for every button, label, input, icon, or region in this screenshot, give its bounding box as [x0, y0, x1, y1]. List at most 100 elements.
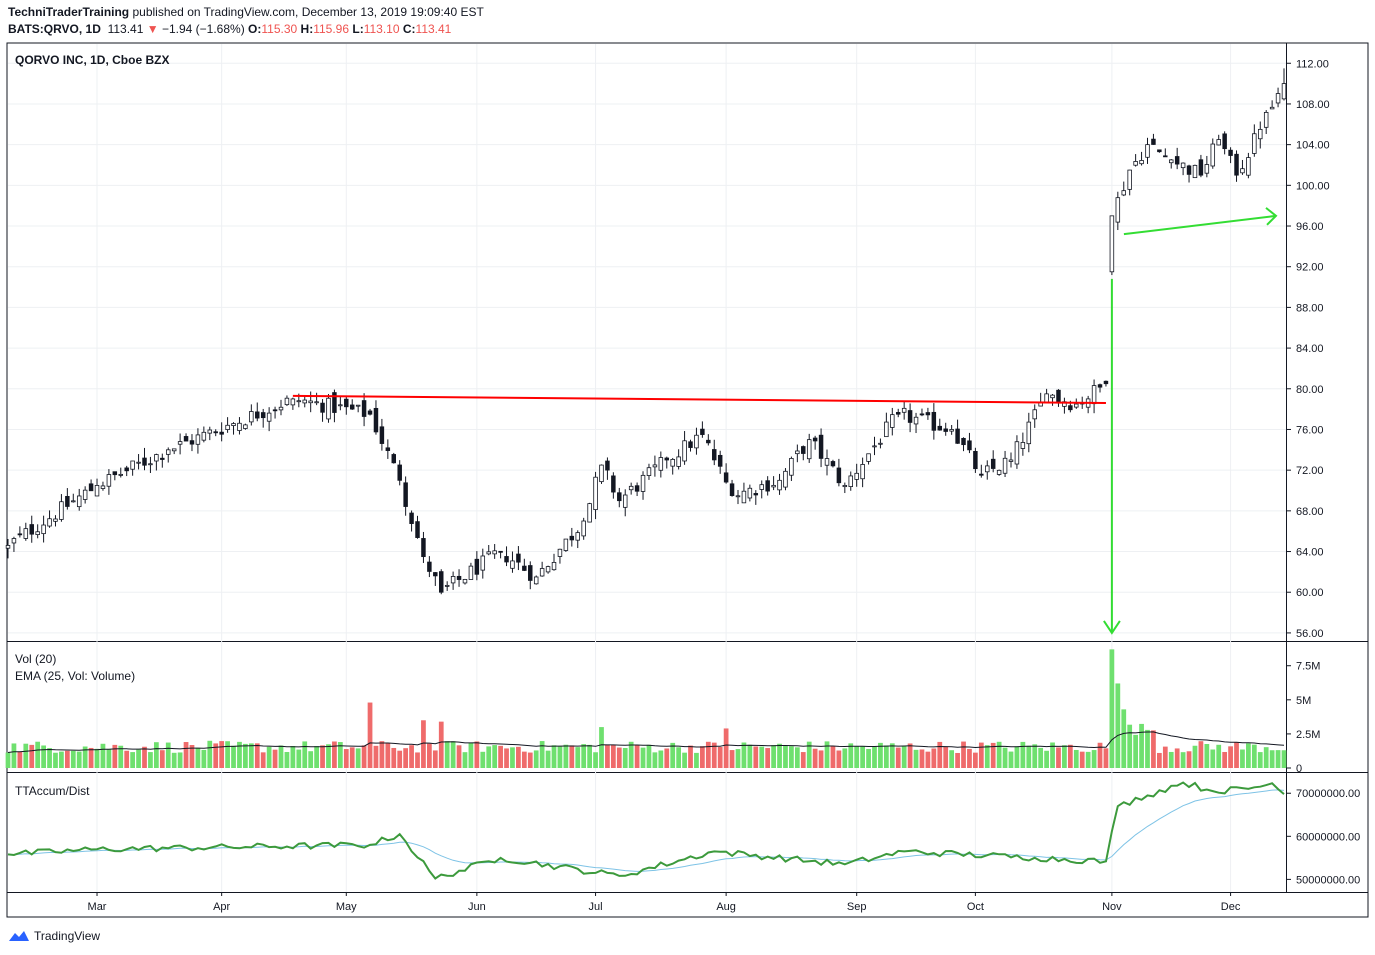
candle-body [581, 520, 586, 537]
candle-body [1222, 133, 1227, 150]
candle-body [237, 422, 242, 431]
symbol-line: BATS:QRVO, 1D 113.41 ▼ −1.94 (−1.68%) O:… [8, 22, 451, 36]
volume-bar [5, 752, 11, 768]
volume-bar [919, 749, 925, 768]
volume-tick-label: 0 [1296, 763, 1302, 775]
candle-body [177, 441, 183, 445]
volume-bar [1228, 746, 1233, 768]
candle-body [1151, 138, 1156, 145]
volume-bar [1263, 747, 1269, 768]
candle-body [106, 474, 112, 487]
candle-body [1109, 215, 1115, 273]
candle-body [403, 482, 408, 507]
volume-bar [195, 747, 201, 768]
volume-bar [1180, 752, 1186, 768]
candle-body [183, 436, 189, 442]
tradingview-footer[interactable]: TradingView [8, 929, 100, 943]
candle-body [860, 464, 865, 480]
volume-bar [824, 741, 830, 768]
volume-bar [705, 741, 711, 768]
candle-body [486, 551, 491, 555]
candle-body [931, 411, 937, 431]
volume-bar [237, 741, 242, 768]
volume-bar [741, 742, 747, 768]
volume-bar [47, 748, 52, 768]
volume-bar [913, 749, 919, 768]
volume-bar [806, 741, 812, 768]
candle-body [225, 424, 230, 430]
breakout-arrow-head [1103, 620, 1121, 635]
candle-body [961, 437, 966, 446]
volume-bar [355, 748, 361, 768]
volume-bar [17, 751, 23, 768]
volume-bar [1062, 745, 1067, 768]
volume-bar [1115, 683, 1121, 768]
volume-bar [94, 748, 100, 768]
volume-bar [201, 749, 207, 768]
candle-body [284, 397, 290, 406]
volume-bar [1216, 744, 1222, 768]
candle-body [35, 531, 40, 535]
volume-bar [480, 751, 486, 768]
volume-bars [5, 649, 1287, 768]
volume-bar [836, 750, 842, 768]
close-value: 113.41 [415, 22, 452, 36]
down-arrow-icon: ▼ [146, 22, 159, 36]
volume-bar [700, 746, 705, 768]
time-tick-label: Jul [589, 901, 603, 913]
candle-body [160, 457, 165, 460]
brand-label: TradingView [34, 929, 101, 943]
candle-body [23, 528, 29, 539]
volume-bar [1281, 750, 1287, 768]
candle-body [1127, 169, 1132, 190]
candle-body [759, 484, 764, 490]
candle-body [783, 470, 788, 488]
candle-body [154, 454, 159, 462]
candle-body [260, 412, 266, 419]
candle-body [71, 500, 76, 503]
volume-bar [593, 752, 598, 768]
candle-body [415, 521, 420, 538]
last-price: 113.41 [107, 22, 144, 36]
volume-bar [189, 745, 195, 768]
volume-bar [397, 750, 403, 768]
annotations [292, 207, 1278, 635]
chart-canvas[interactable]: 112.00 108.00 104.00 100.00 96.00 92.00 88.00 8… [0, 0, 1375, 925]
candle-body [955, 428, 960, 444]
volume-bar [1038, 747, 1044, 768]
volume-bar [373, 745, 379, 768]
candle-body [308, 400, 313, 404]
volume-bar [1079, 751, 1085, 768]
candle-body [100, 485, 106, 489]
author-name[interactable]: TechniTraderTraining [8, 5, 130, 19]
volume-bar [326, 744, 331, 768]
candle-body [990, 458, 996, 469]
volume-bar [895, 747, 901, 768]
volume-bar [717, 747, 723, 768]
volume-bar [1109, 649, 1115, 768]
candle-body [112, 471, 118, 476]
candle-body [1014, 441, 1020, 465]
candle-body [830, 461, 836, 467]
candles [5, 68, 1287, 595]
candle-body [1050, 394, 1055, 399]
volume-bar [1121, 709, 1127, 768]
volume-bar [800, 752, 806, 768]
volume-bar [794, 747, 800, 768]
volume-bar [29, 744, 35, 768]
candle-body [427, 561, 432, 572]
volume-bar [403, 748, 409, 768]
close-label: C: [402, 22, 416, 36]
volume-bar [771, 745, 776, 768]
volume-bar [818, 750, 824, 768]
volume-bar [854, 746, 860, 768]
candle-body [11, 538, 17, 544]
volume-bar [569, 745, 575, 768]
volume-bar [978, 742, 984, 768]
candle-body [338, 404, 343, 407]
candle-body [1157, 149, 1162, 153]
open-value: 115.30 [261, 22, 298, 36]
price-tick-label: 60.00 [1296, 587, 1324, 599]
volume-bar [314, 746, 319, 768]
volume-bar [1192, 745, 1198, 768]
